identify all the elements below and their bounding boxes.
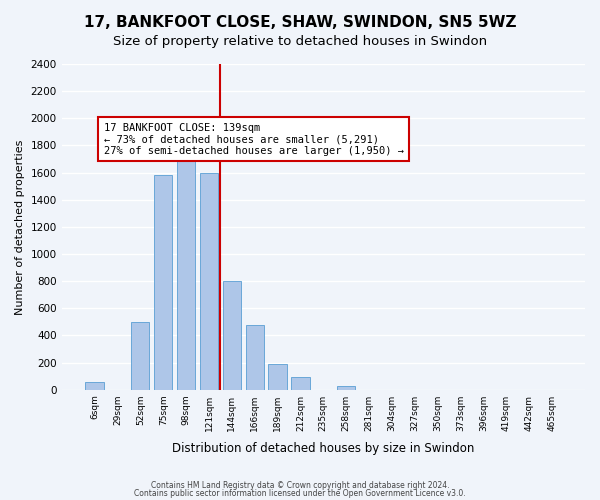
Y-axis label: Number of detached properties: Number of detached properties: [15, 139, 25, 314]
Bar: [292, 377, 310, 390]
Text: 17, BANKFOOT CLOSE, SHAW, SWINDON, SN5 5WZ: 17, BANKFOOT CLOSE, SHAW, SWINDON, SN5 5…: [84, 15, 516, 30]
Text: Contains public sector information licensed under the Open Government Licence v3: Contains public sector information licen…: [134, 488, 466, 498]
Text: Contains HM Land Registry data © Crown copyright and database right 2024.: Contains HM Land Registry data © Crown c…: [151, 481, 449, 490]
Bar: [131, 322, 149, 390]
Bar: [268, 364, 287, 390]
Text: Size of property relative to detached houses in Swindon: Size of property relative to detached ho…: [113, 35, 487, 48]
Text: 17 BANKFOOT CLOSE: 139sqm
← 73% of detached houses are smaller (5,291)
27% of se: 17 BANKFOOT CLOSE: 139sqm ← 73% of detac…: [104, 122, 404, 156]
Bar: [85, 382, 104, 390]
Bar: [223, 281, 241, 390]
Bar: [177, 125, 195, 390]
Bar: [154, 176, 172, 390]
Bar: [337, 386, 355, 390]
Bar: [200, 172, 218, 390]
Bar: [245, 324, 264, 390]
X-axis label: Distribution of detached houses by size in Swindon: Distribution of detached houses by size …: [172, 442, 475, 455]
